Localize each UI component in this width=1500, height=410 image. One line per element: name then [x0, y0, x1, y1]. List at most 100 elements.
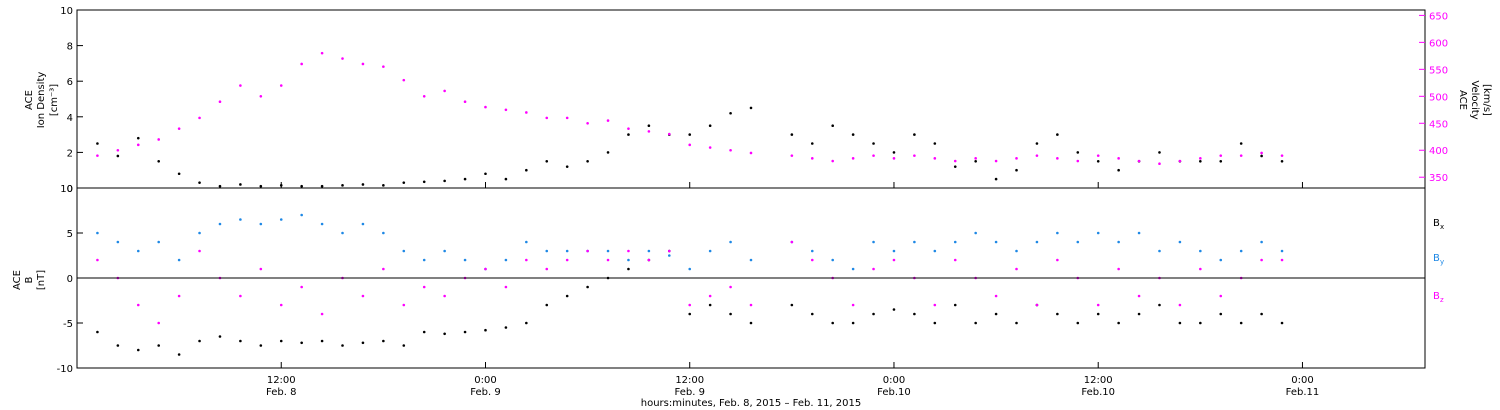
top-right-ytick-label: 450: [1429, 119, 1448, 130]
top-series-1-point: [1219, 154, 1223, 157]
bottom-series-1-point: [1056, 231, 1059, 235]
top-series-0-point: [463, 177, 467, 181]
bottom-series-1-point: [810, 249, 814, 253]
top-series-0-point: [218, 184, 222, 188]
top-series-0-point: [913, 133, 916, 136]
top-series-1-point: [994, 159, 998, 163]
bottom-series-1-point: [688, 267, 692, 271]
top-series-1-point: [422, 95, 426, 98]
bottom-series-0-point: [1178, 321, 1182, 325]
top-series-1-point: [525, 111, 528, 114]
top-left-ytick-label: 4: [67, 113, 73, 124]
bottom-series-0-point: [851, 321, 855, 325]
bottom-series-1-point: [1280, 249, 1284, 253]
top-left-ytick-label: 10: [60, 6, 73, 17]
top-series-1-point: [892, 157, 896, 160]
x-tick-label-time: 0:00: [474, 375, 496, 386]
bottom-series-2-point: [279, 303, 283, 307]
top-series-1-point: [627, 127, 630, 130]
bottom-series-1-point: [1137, 231, 1141, 235]
legend-by-sub: y: [1440, 258, 1444, 266]
bottom-series-0-point: [586, 285, 589, 289]
top-series-0-point: [565, 165, 569, 168]
bottom-series-2-point: [892, 258, 896, 262]
bottom-series-1-point: [1239, 249, 1243, 253]
top-series-0-point: [851, 133, 855, 136]
bottom-series-1-point: [382, 231, 385, 235]
top-series-0-point: [933, 142, 937, 145]
top-series-1-point: [729, 148, 732, 152]
bottom-series-2-point: [810, 258, 814, 262]
bottom-left-ytick-label: 0: [67, 274, 73, 285]
bottom-series-1-point: [300, 213, 303, 217]
top-series-1-point: [790, 154, 794, 157]
bottom-series-1-point: [1096, 231, 1100, 235]
top-right-ytick-label: 500: [1429, 92, 1448, 103]
top-left-ytick-label: 0: [67, 184, 73, 195]
top-series-1-point: [136, 143, 140, 147]
bottom-series-1-point: [729, 240, 732, 244]
bottom-panel-points: [96, 213, 1284, 356]
bottom-series-1-point: [96, 231, 99, 235]
bottom-series-2-point: [872, 267, 875, 271]
top-series-1-point: [157, 138, 160, 141]
top-series-0-point: [729, 111, 732, 115]
bottom-series-2-point: [545, 267, 549, 271]
bottom-series-0-point: [279, 339, 283, 343]
top-series-1-point: [259, 95, 263, 98]
top-series-0-point: [320, 184, 324, 188]
bottom-series-1-point: [1035, 240, 1039, 244]
top-series-1-point: [341, 57, 344, 60]
bottom-series-2-point: [136, 303, 140, 307]
bottom-series-1-point: [749, 258, 753, 262]
bottom-series-2-point: [320, 312, 324, 316]
bottom-series-1-point: [953, 240, 957, 244]
top-right-ylabel-line3: [km/s]: [1481, 84, 1492, 116]
bottom-series-0-point: [1260, 312, 1263, 316]
top-series-1-point: [116, 148, 120, 152]
top-right-ylabel-line1: ACE: [1457, 90, 1468, 110]
top-series-0-point: [810, 142, 814, 145]
top-series-1-point: [300, 62, 303, 66]
bottom-series-1-point: [279, 218, 283, 221]
legend-bx: B x: [1433, 218, 1444, 231]
bottom-series-0-point: [116, 344, 120, 347]
bottom-left-ylabel-line1: ACE: [12, 270, 23, 290]
bottom-series-1-point: [913, 240, 916, 244]
bottom-series-1-point: [1015, 249, 1018, 253]
top-series-1-point: [1280, 154, 1284, 157]
top-series-1-point: [239, 84, 242, 87]
bottom-series-1-point: [1199, 249, 1202, 253]
axes: 0 2 4 6 8 10 350 400 450 500 550 600 650 -10 -5 0 5 10 12:…: [57, 6, 1448, 398]
bottom-series-2-point: [1280, 258, 1284, 262]
top-series-1-point: [953, 159, 957, 163]
bottom-series-2-point: [668, 249, 671, 253]
top-series-0-point: [96, 142, 99, 145]
bottom-series-0-point: [504, 326, 508, 329]
bottom-series-0-point: [933, 321, 937, 325]
top-series-0-point: [1260, 154, 1263, 158]
bottom-series-1-point: [320, 222, 324, 226]
x-axis-title: hours:minutes, Feb. 8, 2015 – Feb. 11, 2…: [641, 398, 862, 409]
bottom-series-0-point: [953, 303, 957, 307]
bottom-series-0-point: [565, 294, 569, 298]
legend-by-label: B: [1433, 253, 1440, 264]
top-left-ytick-label: 2: [67, 148, 73, 159]
legend-bx-sub: x: [1440, 223, 1444, 231]
top-series-1-point: [320, 51, 324, 55]
bottom-series-1-point: [402, 249, 406, 253]
top-series-1-point: [565, 116, 569, 120]
bottom-series-0-point: [708, 303, 712, 307]
bottom-series-1-point: [136, 249, 140, 253]
bottom-series-2-point: [1035, 303, 1039, 307]
bottom-series-2-point: [300, 285, 303, 289]
bottom-series-0-point: [218, 335, 222, 338]
top-series-1-point: [1117, 157, 1120, 160]
top-series-0-point: [382, 184, 385, 187]
x-tick-label-date: Feb. 9: [470, 387, 500, 398]
bottom-series-1-point: [974, 231, 977, 235]
bottom-series-0-point: [1239, 321, 1243, 325]
bottom-series-2-point: [1219, 294, 1223, 298]
bottom-series-2-point: [1137, 294, 1141, 298]
